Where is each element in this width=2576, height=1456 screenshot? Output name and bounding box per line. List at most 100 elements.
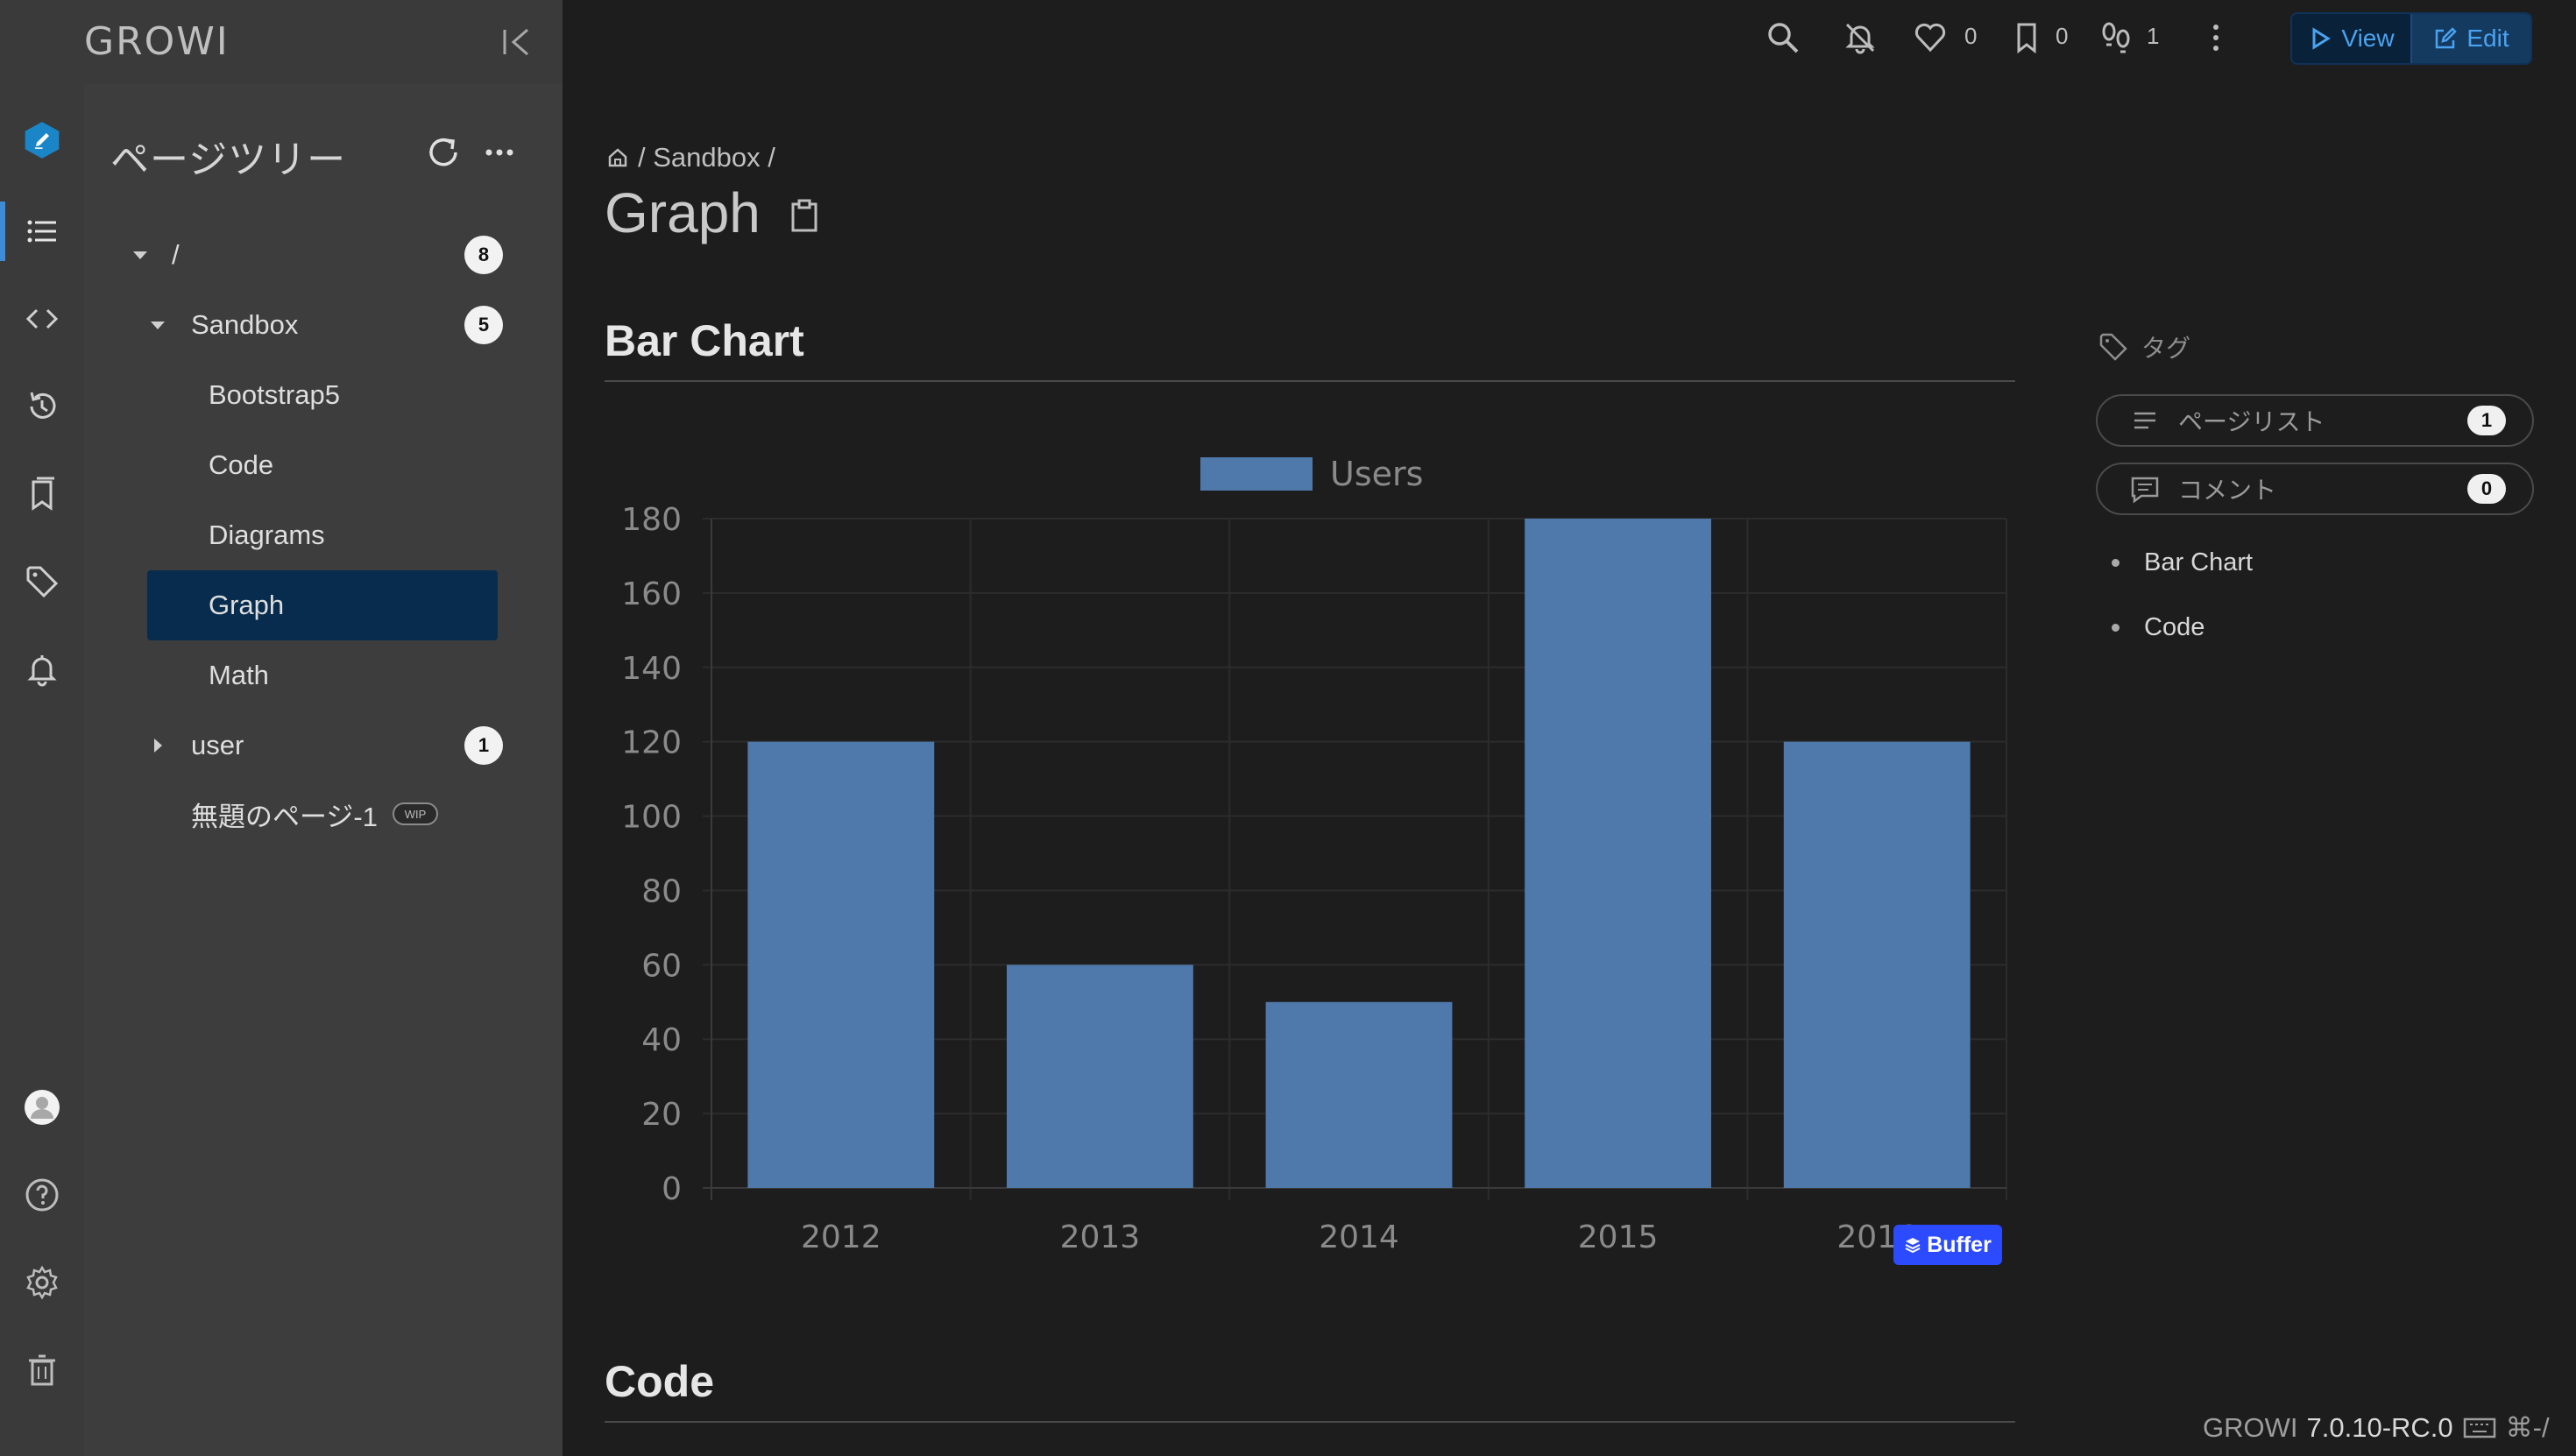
tree-item-math[interactable]: Math	[84, 643, 563, 708]
bullet-icon	[2112, 559, 2120, 567]
play-icon	[2312, 27, 2332, 50]
sidebar-item-tags[interactable]	[0, 540, 84, 624]
tree-item-user[interactable]: user 1	[84, 713, 563, 778]
toc-item-bar-chart[interactable]: Bar Chart	[2112, 548, 2253, 577]
bell-slash-icon[interactable]	[1842, 19, 1879, 56]
clipboard-icon[interactable]	[789, 198, 820, 233]
bullet-icon	[2112, 624, 2120, 632]
y-tick-label: 80	[641, 873, 682, 909]
section-divider	[605, 1421, 2015, 1423]
tree-item-label: Graph	[209, 590, 285, 620]
kebab-menu-icon[interactable]	[2197, 19, 2234, 56]
legend-swatch	[1200, 457, 1313, 491]
help-button[interactable]	[0, 1153, 84, 1237]
page-list-button[interactable]: ページリスト 1	[2096, 394, 2534, 447]
keyboard-icon[interactable]	[2462, 1415, 2497, 1441]
trash-icon	[29, 1354, 55, 1386]
version-app-name: GROWI	[2203, 1412, 2298, 1443]
bookmark-icon[interactable]	[2008, 19, 2045, 56]
search-icon[interactable]	[1765, 19, 1801, 56]
footprints-icon[interactable]	[2098, 19, 2134, 56]
edit-square-icon	[2436, 27, 2458, 49]
tree-item-untitled-page[interactable]: 無題のページ-1 WIP	[84, 781, 563, 846]
sidebar-item-custom-sidebar[interactable]	[0, 277, 84, 361]
comments-count: 0	[2467, 474, 2506, 504]
y-tick-label: 180	[621, 502, 682, 538]
y-tick-label: 60	[641, 948, 682, 984]
selected-highlight	[147, 570, 498, 640]
version-number: 7.0.10-RC.0	[2306, 1412, 2453, 1443]
sidebar-item-page-tree[interactable]	[0, 189, 84, 273]
gear-icon	[26, 1265, 58, 1300]
sidebar-item-notifications[interactable]	[0, 627, 84, 711]
bar-2016	[1783, 741, 1971, 1188]
list-icon	[27, 220, 56, 243]
tree-item-label: Code	[209, 449, 274, 480]
tree-item-diagrams[interactable]: Diagrams	[84, 503, 563, 568]
toc-item-code[interactable]: Code	[2112, 613, 2204, 642]
like-count: 0	[1964, 23, 1978, 49]
bar-chart: 0 20 40 60 80 100 120 140 160 180 2012 2013 2014 2015…	[621, 455, 2007, 1255]
page-list-label: ページリスト	[2178, 407, 2325, 436]
view-button[interactable]: View	[2292, 14, 2410, 63]
create-page-button[interactable]	[0, 98, 84, 182]
y-tick-label: 100	[621, 800, 682, 836]
x-tick-label: 2015	[1578, 1219, 1659, 1255]
more-options-icon[interactable]	[480, 133, 519, 172]
bookmark-count: 0	[2056, 23, 2069, 49]
buffer-button-label: Buffer	[1927, 1232, 1992, 1257]
user-avatar-button[interactable]	[0, 1065, 84, 1149]
avatar-icon	[25, 1090, 60, 1125]
breadcrumb-path[interactable]: / Sandbox /	[638, 142, 775, 173]
tag-icon	[26, 566, 59, 598]
layers-icon	[1905, 1238, 1921, 1254]
code-icon	[25, 308, 59, 329]
shortcut-hint[interactable]: ⌘-/	[2505, 1412, 2550, 1443]
page-title: Graph	[605, 181, 761, 244]
comments-button[interactable]: コメント 0	[2096, 463, 2534, 515]
caret-down-icon[interactable]	[147, 315, 168, 336]
descendant-count-badge: 8	[464, 236, 503, 274]
y-tick-label: 120	[621, 725, 682, 761]
tags-row[interactable]: タグ	[2098, 329, 2190, 364]
brand-bar: GROWI	[0, 0, 563, 84]
x-tick-label: 2014	[1319, 1219, 1399, 1255]
sidebar-item-recent-changes[interactable]	[0, 364, 84, 449]
seen-users-count: 1	[2147, 23, 2160, 49]
settings-button[interactable]	[0, 1240, 84, 1325]
tree-item-graph[interactable]: Graph	[84, 570, 563, 640]
home-icon[interactable]	[606, 146, 629, 169]
tree-item-sandbox[interactable]: Sandbox 5	[84, 293, 563, 357]
collapse-sidebar-icon[interactable]	[498, 25, 536, 60]
tree-item-label: 無題のページ-1	[191, 801, 378, 832]
y-tick-label: 20	[641, 1097, 682, 1133]
bar-2012	[747, 741, 935, 1188]
section-heading-code: Code	[605, 1357, 714, 1406]
descendant-count-badge: 1	[464, 726, 503, 765]
tag-icon	[2099, 333, 2127, 361]
tree-item-label: user	[191, 730, 244, 760]
caret-right-icon[interactable]	[147, 735, 168, 756]
version-info: GROWI 7.0.10-RC.0 ⌘-/	[2203, 1412, 2550, 1444]
bar-2014	[1265, 1001, 1453, 1188]
section-heading-bar-chart: Bar Chart	[605, 316, 804, 365]
comments-label: コメント	[2178, 476, 2277, 505]
y-tick-label: 160	[621, 576, 682, 612]
brand-name[interactable]: GROWI	[84, 19, 230, 64]
tree-item-code[interactable]: Code	[84, 433, 563, 498]
toc-item-label: Bar Chart	[2144, 548, 2254, 576]
tree-item-bootstrap5[interactable]: Bootstrap5	[84, 363, 563, 428]
buffer-button[interactable]: Buffer	[1893, 1225, 2002, 1265]
sidebar-item-bookmarks[interactable]	[0, 452, 84, 536]
tree-item-label: Diagrams	[209, 519, 325, 550]
tree-item-root[interactable]: / 8	[84, 223, 563, 287]
caret-down-icon[interactable]	[130, 244, 151, 265]
section-divider	[605, 380, 2015, 382]
page-tree-title: ページツリー	[110, 138, 347, 182]
refresh-icon[interactable]	[424, 133, 463, 172]
edit-button[interactable]: Edit	[2410, 14, 2530, 63]
bar-2015	[1525, 519, 1712, 1188]
trash-button[interactable]	[0, 1328, 84, 1412]
heart-icon[interactable]	[1912, 19, 1949, 56]
